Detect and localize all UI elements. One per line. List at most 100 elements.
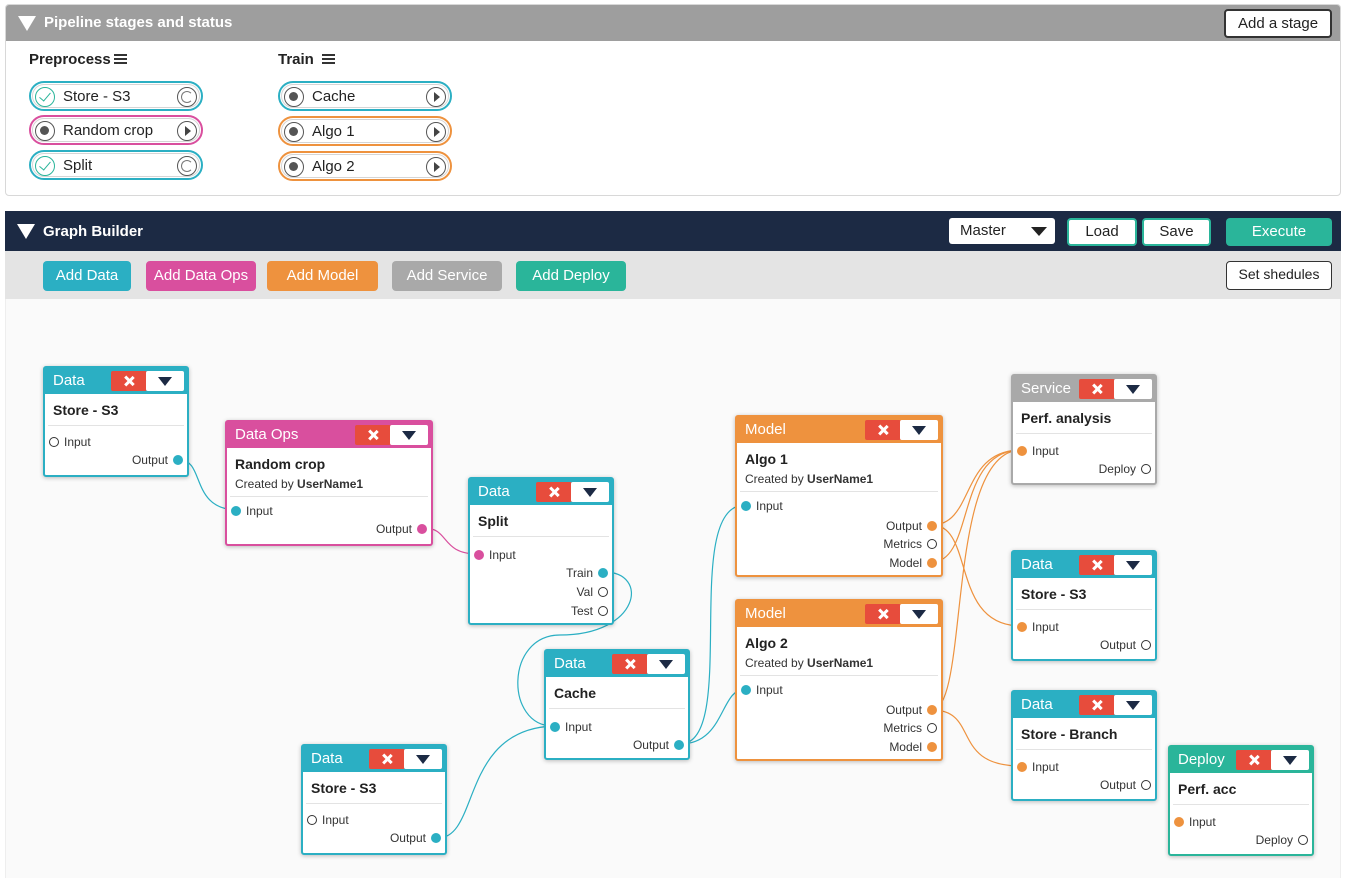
port-circle-icon[interactable] [474, 550, 484, 560]
delete-node-icon[interactable] [1079, 695, 1115, 715]
delete-node-icon[interactable] [1236, 750, 1272, 770]
port-circle-icon[interactable] [598, 568, 608, 578]
execute-button[interactable]: Execute [1226, 218, 1332, 246]
port-circle-icon[interactable] [927, 521, 937, 531]
menu-icon[interactable] [114, 54, 127, 64]
node-header[interactable]: Data [546, 651, 688, 677]
output-port[interactable]: Output [886, 703, 937, 717]
port-circle-icon[interactable] [598, 606, 608, 616]
node-dataops-random-crop[interactable]: Data Ops Random crop Created by UserName… [225, 420, 433, 546]
node-service-perf-analysis[interactable]: Service Perf. analysis Input Deploy [1011, 374, 1157, 485]
input-port[interactable]: Input [49, 435, 91, 449]
node-header[interactable]: Deploy [1170, 747, 1312, 773]
port-circle-icon[interactable] [741, 501, 751, 511]
input-port[interactable]: Input [741, 499, 783, 513]
port-circle-icon[interactable] [741, 685, 751, 695]
port-circle-icon[interactable] [598, 587, 608, 597]
add-data-ops-button[interactable]: Add Data Ops [146, 261, 256, 291]
node-header[interactable]: Data [45, 368, 187, 394]
add-deploy-button[interactable]: Add Deploy [516, 261, 626, 291]
output-port-test[interactable]: Test [571, 604, 608, 618]
load-button[interactable]: Load [1067, 218, 1137, 246]
node-data-store-s3-3[interactable]: Data Store - S3 Input Output [1011, 550, 1157, 661]
stage-pill-algo-2[interactable]: Algo 2 [278, 151, 452, 181]
port-circle-icon[interactable] [1141, 640, 1151, 650]
node-menu-dropdown[interactable] [146, 371, 184, 391]
node-model-algo-1[interactable]: Model Algo 1 Created by UserName1 Input … [735, 415, 943, 577]
output-port[interactable]: Output [376, 522, 427, 536]
node-header[interactable]: Data [470, 479, 612, 505]
port-circle-icon[interactable] [674, 740, 684, 750]
output-port[interactable]: Output [886, 519, 937, 533]
delete-node-icon[interactable] [355, 425, 391, 445]
node-header[interactable]: Model [737, 601, 941, 627]
delete-node-icon[interactable] [612, 654, 648, 674]
input-port[interactable]: Input [1017, 444, 1059, 458]
port-circle-icon[interactable] [417, 524, 427, 534]
port-circle-icon[interactable] [927, 742, 937, 752]
node-menu-dropdown[interactable] [900, 420, 938, 440]
port-circle-icon[interactable] [550, 722, 560, 732]
port-circle-icon[interactable] [1298, 835, 1308, 845]
node-model-algo-2[interactable]: Model Algo 2 Created by UserName1 Input … [735, 599, 943, 761]
stage-pill-random-crop[interactable]: Random crop [29, 115, 203, 145]
output-port[interactable]: Output [1100, 778, 1151, 792]
port-circle-icon[interactable] [1017, 622, 1027, 632]
input-port[interactable]: Input [1017, 620, 1059, 634]
port-circle-icon[interactable] [1141, 464, 1151, 474]
node-data-cache[interactable]: Data Cache Input Output [544, 649, 690, 760]
delete-node-icon[interactable] [1079, 379, 1115, 399]
stage-pill-algo-1[interactable]: Algo 1 [278, 116, 452, 146]
branch-select[interactable]: Master [949, 218, 1055, 244]
input-port[interactable]: Input [550, 720, 592, 734]
node-menu-dropdown[interactable] [1114, 555, 1152, 575]
output-port[interactable]: Output [633, 738, 684, 752]
input-port[interactable]: Input [474, 548, 516, 562]
port-circle-icon[interactable] [231, 506, 241, 516]
save-button[interactable]: Save [1142, 218, 1211, 246]
collapse-triangle-icon[interactable] [18, 16, 36, 31]
delete-node-icon[interactable] [369, 749, 405, 769]
delete-node-icon[interactable] [111, 371, 147, 391]
delete-node-icon[interactable] [865, 604, 901, 624]
port-circle-icon[interactable] [927, 723, 937, 733]
collapse-triangle-icon[interactable] [17, 224, 35, 239]
node-menu-dropdown[interactable] [571, 482, 609, 502]
node-header[interactable]: Data [1013, 692, 1155, 718]
pipeline-header[interactable]: Pipeline stages and status Add a stage [6, 5, 1340, 41]
play-icon[interactable] [426, 87, 446, 107]
stage-pill-store-s3[interactable]: Store - S3 [29, 81, 203, 111]
stage-pill-cache[interactable]: Cache [278, 81, 452, 111]
node-data-store-s3[interactable]: Data Store - S3 Input Output [43, 366, 189, 477]
model-port[interactable]: Model [889, 740, 937, 754]
port-circle-icon[interactable] [927, 705, 937, 715]
node-header[interactable]: Data [303, 746, 445, 772]
delete-node-icon[interactable] [865, 420, 901, 440]
node-data-split[interactable]: Data Split Input Train Val Test [468, 477, 614, 625]
node-menu-dropdown[interactable] [1114, 379, 1152, 399]
node-data-store-branch[interactable]: Data Store - Branch Input Output [1011, 690, 1157, 801]
output-port[interactable]: Output [132, 453, 183, 467]
input-port[interactable]: Input [231, 504, 273, 518]
node-menu-dropdown[interactable] [900, 604, 938, 624]
node-header[interactable]: Data Ops [227, 422, 431, 448]
play-icon[interactable] [426, 157, 446, 177]
stage-pill-split[interactable]: Split [29, 150, 203, 180]
port-circle-icon[interactable] [1174, 817, 1184, 827]
metrics-port[interactable]: Metrics [883, 537, 937, 551]
add-model-button[interactable]: Add Model [267, 261, 378, 291]
output-port-val[interactable]: Val [577, 585, 608, 599]
port-circle-icon[interactable] [49, 437, 59, 447]
deploy-port[interactable]: Deploy [1099, 462, 1151, 476]
metrics-port[interactable]: Metrics [883, 721, 937, 735]
add-service-button[interactable]: Add Service [392, 261, 502, 291]
port-circle-icon[interactable] [927, 539, 937, 549]
input-port[interactable]: Input [741, 683, 783, 697]
output-port[interactable]: Output [1100, 638, 1151, 652]
input-port[interactable]: Input [1017, 760, 1059, 774]
input-port[interactable]: Input [1174, 815, 1216, 829]
refresh-icon[interactable] [177, 87, 197, 107]
node-header[interactable]: Data [1013, 552, 1155, 578]
refresh-icon[interactable] [177, 156, 197, 176]
model-port[interactable]: Model [889, 556, 937, 570]
